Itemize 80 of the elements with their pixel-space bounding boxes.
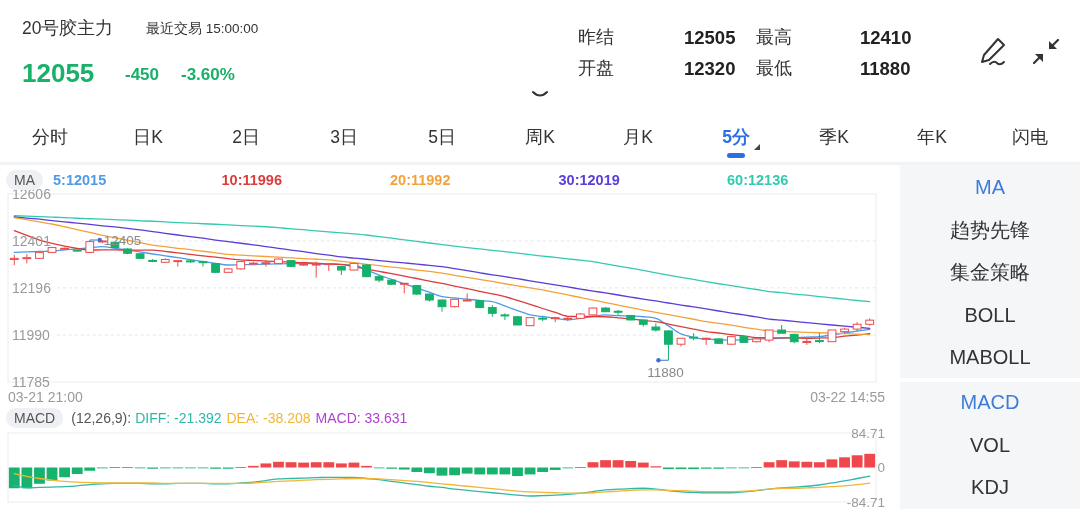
text: DEA: -38.208 (226, 410, 311, 426)
bar (600, 460, 611, 468)
text: 12410 (860, 26, 912, 48)
text: 5日 (428, 127, 456, 147)
text: 趋势先锋 (950, 218, 1030, 241)
y-tick-label: 12401 (12, 232, 52, 249)
text: 12505 (684, 26, 736, 48)
text: 年K (917, 127, 948, 147)
candlestick (613, 309, 623, 316)
text: 昨结 (578, 27, 614, 47)
text: 最低 (756, 58, 792, 78)
text: 日K (133, 127, 164, 147)
y-tick-label: 11990 (12, 327, 51, 344)
bar (449, 467, 460, 476)
legend-title: (12,26,9): (71, 410, 132, 426)
candlestick (664, 329, 673, 361)
text: MACD (960, 391, 1020, 413)
text: 2日 (232, 127, 260, 147)
text: 11880 (860, 57, 911, 79)
y-tick-label: 11785 (12, 374, 51, 390)
y-tick-label: 12196 (12, 279, 52, 296)
candlestick (261, 259, 271, 268)
bar (839, 457, 850, 468)
text: 开盘 (578, 58, 614, 78)
text: 03-21 21:00 (8, 389, 83, 405)
text: VOL (969, 433, 1011, 456)
text: 5:12015 (53, 172, 107, 188)
text: 12320 (684, 57, 736, 79)
candlestick (500, 312, 510, 321)
text: MA (975, 176, 1006, 198)
bar (335, 463, 347, 468)
bar (813, 462, 825, 468)
text: 03-22 14:55 (810, 389, 886, 405)
chart-title: MACD (13, 410, 56, 426)
text: 季K (819, 127, 850, 147)
text: 60:12136 (727, 172, 789, 188)
text: KDJ (971, 476, 1009, 498)
bar (273, 461, 284, 468)
line-series (13, 246, 871, 341)
text: 20号胶主力 (22, 18, 114, 38)
text: 3日 (330, 127, 358, 147)
text: 5分 (722, 127, 751, 147)
candlestick (198, 260, 208, 268)
text: MABOLL (949, 346, 1031, 368)
bar (298, 462, 310, 468)
y-tick-label: 0 (877, 460, 885, 475)
candlestick (22, 253, 32, 264)
text: 闪电 (1012, 127, 1048, 147)
text: -450 (125, 64, 160, 84)
bar (34, 467, 45, 484)
bar (763, 462, 775, 468)
candlestick (651, 322, 661, 333)
y-tick-label: -84.71 (846, 494, 885, 509)
text: 10:11996 (221, 172, 282, 188)
chart-title: MA (14, 172, 36, 188)
text: DIFF: -21.392 (135, 410, 222, 426)
bar (537, 467, 549, 472)
text: 集金策略 (950, 261, 1030, 283)
text: 最近交易 15:00:00 (146, 20, 259, 36)
annotation: 11880 (647, 364, 684, 380)
text: 12055 (22, 58, 95, 88)
text: BOLL (964, 303, 1016, 326)
bar (826, 459, 838, 468)
bar (776, 460, 788, 468)
text: 分时 (32, 127, 68, 147)
text: 20:11992 (390, 172, 451, 188)
bar (512, 467, 523, 477)
bar (436, 467, 448, 476)
text: 月K (623, 127, 654, 147)
text: 30:12019 (558, 172, 620, 188)
text: -3.60% (181, 64, 235, 84)
bar (587, 462, 599, 468)
text: MACD: 33.631 (315, 410, 408, 426)
text: 周K (525, 127, 556, 147)
y-tick-label: 84.71 (851, 425, 885, 441)
line-series (13, 215, 871, 303)
bar (59, 467, 71, 478)
text: 最高 (756, 27, 792, 47)
bar (348, 462, 360, 468)
bar (285, 462, 297, 468)
